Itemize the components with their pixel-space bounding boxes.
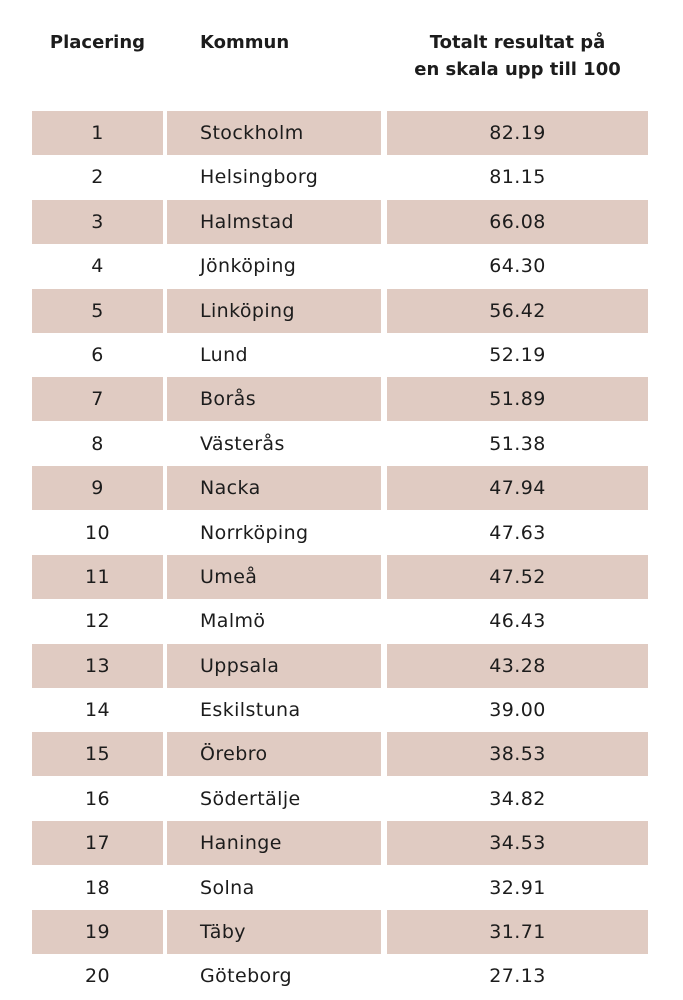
kommun-cell: Halmstad [167, 199, 381, 244]
column-header-rank: Placering [49, 32, 146, 53]
rank-cell: 16 [85, 787, 110, 810]
rank-cell: 5 [32, 288, 163, 333]
kommun-cell: Stockholm [167, 111, 381, 155]
rank-cell: 6 [91, 343, 104, 366]
rank-cell: 7 [32, 377, 163, 422]
kommun-cell: Borås [167, 377, 381, 422]
rank-cell: 13 [32, 643, 163, 688]
kommun-cell: Västerås [200, 432, 285, 455]
kommun-cell: Linköping [167, 288, 381, 333]
kommun-cell: Solna [200, 876, 255, 899]
table-row: 17 Haninge 34.53 [0, 821, 683, 866]
kommun-cell: Norrköping [200, 521, 309, 544]
result-cell: 34.82 [489, 787, 546, 810]
kommun-cell: Uppsala [167, 643, 381, 688]
kommun-cell: Göteborg [200, 965, 292, 988]
ranking-table-body: 1 Stockholm 82.19 2 Helsingborg 81.15 3 Halmsta… [0, 111, 683, 999]
rank-cell: 8 [91, 432, 104, 455]
kommun-cell: Malmö [200, 610, 266, 633]
kommun-cell: Helsingborg [200, 166, 319, 189]
table-row: 20 Göteborg 27.13 [0, 954, 683, 998]
kommun-cell: Eskilstuna [200, 699, 301, 722]
column-header-result-line1: Totalt resultat på [429, 32, 606, 53]
table-row: 16 Södertälje 34.82 [0, 777, 683, 821]
column-header-result-line2: en skala upp till 100 [414, 59, 621, 80]
kommun-cell: Jönköping [200, 255, 297, 278]
kommun-cell: Södertälje [200, 787, 301, 810]
kommun-cell: Haninge [167, 821, 381, 866]
table-row: 4 Jönköping 64.30 [0, 244, 683, 288]
rank-cell: 9 [32, 466, 163, 511]
result-cell: 34.53 [387, 821, 648, 866]
result-cell: 51.89 [387, 377, 648, 422]
rank-cell: 19 [32, 910, 163, 955]
rank-cell: 11 [32, 554, 163, 599]
table-row: 5 Linköping 56.42 [0, 288, 683, 333]
table-row: 10 Norrköping 47.63 [0, 511, 683, 555]
kommun-cell: Täby [167, 910, 381, 955]
result-cell: 31.71 [387, 910, 648, 955]
table-row: 3 Halmstad 66.08 [0, 199, 683, 244]
rank-cell: 1 [32, 111, 163, 155]
table-row: 2 Helsingborg 81.15 [0, 155, 683, 199]
result-cell: 82.19 [387, 111, 648, 155]
result-cell: 52.19 [489, 343, 546, 366]
table-row: 18 Solna 32.91 [0, 866, 683, 910]
rank-cell: 17 [32, 821, 163, 866]
result-cell: 39.00 [489, 699, 546, 722]
table-row: 14 Eskilstuna 39.00 [0, 688, 683, 732]
table-row: 7 Borås 51.89 [0, 377, 683, 422]
kommun-cell: Örebro [167, 732, 381, 777]
result-cell: 56.42 [387, 288, 648, 333]
rank-cell: 4 [91, 255, 104, 278]
rank-cell: 2 [91, 166, 104, 189]
result-cell: 47.52 [387, 554, 648, 599]
rank-cell: 18 [85, 876, 110, 899]
rank-cell: 20 [85, 965, 110, 988]
kommun-cell: Nacka [167, 466, 381, 511]
kommun-cell: Umeå [167, 554, 381, 599]
table-row: 15 Örebro 38.53 [0, 732, 683, 777]
column-header-kommun: Kommun [200, 32, 290, 53]
table-row: 11 Umeå 47.52 [0, 554, 683, 599]
table-row: 6 Lund 52.19 [0, 333, 683, 377]
table-row: 1 Stockholm 82.19 [0, 111, 683, 155]
table-row: 12 Malmö 46.43 [0, 599, 683, 643]
rank-cell: 12 [85, 610, 110, 633]
result-cell: 38.53 [387, 732, 648, 777]
result-cell: 47.94 [387, 466, 648, 511]
table-header: Placering Kommun Totalt resultat på en s… [0, 0, 683, 100]
result-cell: 32.91 [489, 876, 546, 899]
kommun-cell: Lund [200, 343, 248, 366]
rank-cell: 3 [32, 199, 163, 244]
table-row: 19 Täby 31.71 [0, 910, 683, 955]
result-cell: 64.30 [489, 255, 546, 278]
table-row: 8 Västerås 51.38 [0, 422, 683, 466]
result-cell: 51.38 [489, 432, 546, 455]
result-cell: 46.43 [489, 610, 546, 633]
table-row: 9 Nacka 47.94 [0, 466, 683, 511]
result-cell: 27.13 [489, 965, 546, 988]
column-header-result: Totalt resultat på en skala upp till 100 [387, 29, 648, 83]
rank-cell: 15 [32, 732, 163, 777]
rank-cell: 14 [85, 699, 110, 722]
rank-cell: 10 [85, 521, 110, 544]
table-row: 13 Uppsala 43.28 [0, 643, 683, 688]
result-cell: 47.63 [489, 521, 546, 544]
result-cell: 81.15 [489, 166, 546, 189]
result-cell: 43.28 [387, 643, 648, 688]
result-cell: 66.08 [387, 199, 648, 244]
